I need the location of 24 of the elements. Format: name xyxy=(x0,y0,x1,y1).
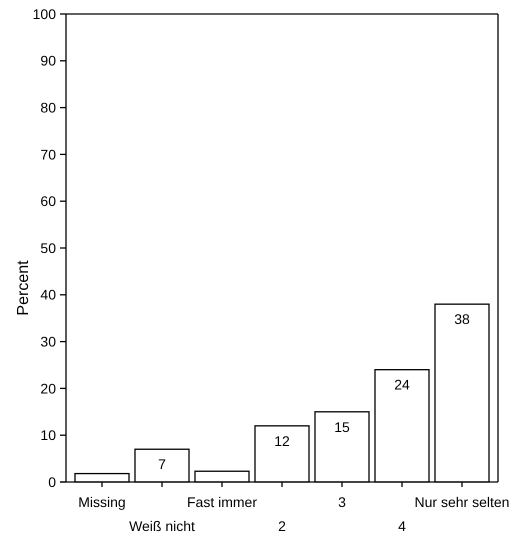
y-axis-title: Percent xyxy=(15,260,32,316)
x-tick-label: Missing xyxy=(78,494,126,510)
y-tick-label: 60 xyxy=(40,193,56,210)
x-tick-label: 3 xyxy=(338,494,346,510)
x-tick-label: Fast immer xyxy=(187,494,258,510)
x-tick-label: 2 xyxy=(278,518,286,534)
y-tick-label: 20 xyxy=(40,380,56,396)
x-tick-label: Weiß nicht xyxy=(129,518,196,534)
data-label: 7 xyxy=(158,456,166,472)
data-label: 12 xyxy=(274,432,290,449)
data-label: 38 xyxy=(454,311,470,328)
data-label: 15 xyxy=(334,418,350,435)
y-tick-label: 50 xyxy=(40,240,56,256)
x-tick-label: 4 xyxy=(398,518,406,534)
y-tick-label: 100 xyxy=(32,6,56,22)
data-label: 24 xyxy=(394,376,410,393)
y-tick-label: 80 xyxy=(40,100,56,116)
x-tick-label: Nur sehr selten xyxy=(414,494,510,510)
y-tick-label: 40 xyxy=(40,286,56,303)
y-tick-label: 0 xyxy=(48,474,56,490)
y-tick-label: 70 xyxy=(40,146,56,162)
y-tick-label: 90 xyxy=(40,52,56,69)
y-tick-label: 30 xyxy=(40,334,56,350)
y-tick-label: 10 xyxy=(40,427,56,444)
